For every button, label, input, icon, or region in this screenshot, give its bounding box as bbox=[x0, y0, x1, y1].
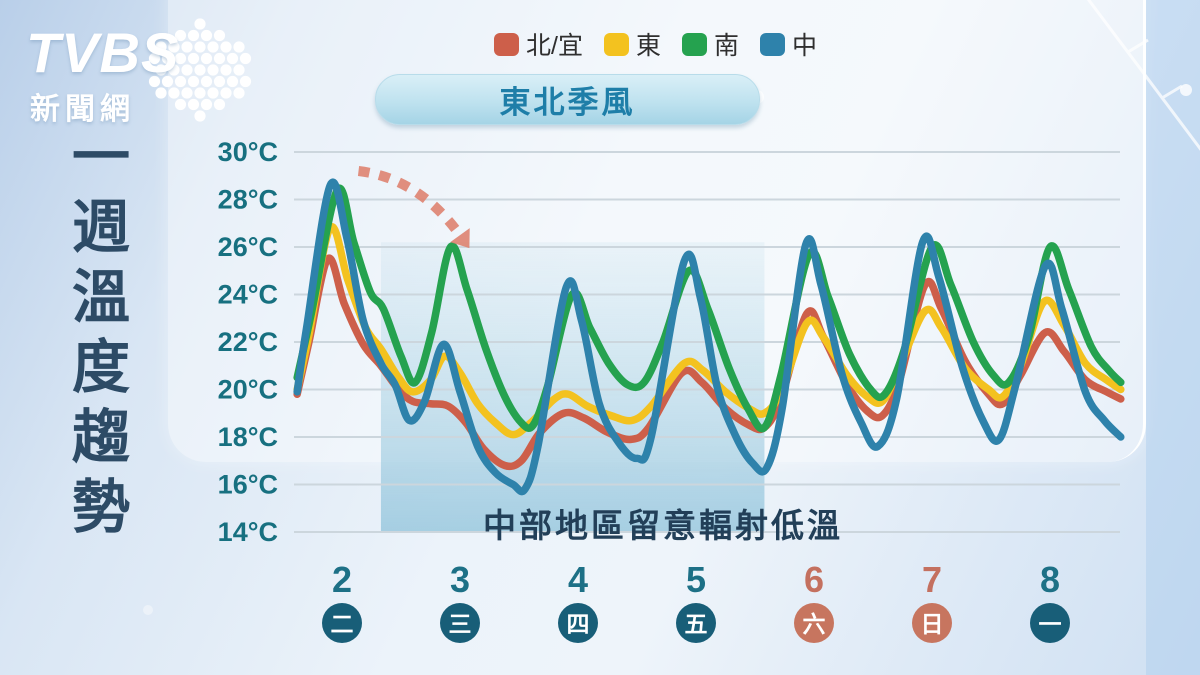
legend-label: 東 bbox=[635, 32, 661, 60]
y-tick-label: 26°C bbox=[218, 232, 278, 262]
tvbs-logo: TVBS 新聞網 bbox=[22, 12, 252, 127]
weekday-label: 四 bbox=[567, 611, 590, 637]
weekday-circle bbox=[676, 603, 716, 643]
legend-label: 北/宜 bbox=[526, 32, 583, 60]
legend-item-中: 中 bbox=[759, 26, 817, 62]
series-line-東 bbox=[293, 223, 1125, 439]
legend-item-東: 東 bbox=[603, 26, 661, 62]
weekday-label: 日 bbox=[921, 611, 944, 637]
weekday-circle bbox=[440, 603, 480, 643]
legend-item-南: 南 bbox=[681, 26, 739, 62]
day-number: 3 bbox=[450, 559, 470, 600]
arrowhead-icon bbox=[450, 228, 470, 249]
page-title: 一週溫度趨勢 bbox=[63, 126, 128, 546]
y-tick-label: 30°C bbox=[218, 137, 278, 167]
legend-label: 南 bbox=[713, 32, 739, 60]
day-number: 7 bbox=[922, 559, 942, 600]
weekday-circle bbox=[558, 603, 598, 643]
day-number: 5 bbox=[686, 559, 706, 600]
y-tick-label: 18°C bbox=[218, 422, 278, 452]
legend-swatch bbox=[681, 32, 707, 56]
day-number: 8 bbox=[1040, 559, 1060, 600]
day-number: 2 bbox=[332, 559, 352, 600]
weekday-circle bbox=[794, 603, 834, 643]
logo-dot-sphere-icon bbox=[148, 18, 252, 122]
y-tick-label: 16°C bbox=[218, 470, 278, 500]
y-tick-label: 22°C bbox=[218, 327, 278, 357]
legend-item-北/宜: 北/宜 bbox=[494, 26, 583, 62]
monsoon-badge-label: 東北季風 bbox=[499, 85, 636, 120]
legend-swatch bbox=[494, 32, 519, 56]
weekday-circle bbox=[322, 603, 362, 643]
series-line-中 bbox=[293, 178, 1125, 496]
y-tick-label: 20°C bbox=[218, 375, 278, 405]
weekday-circle bbox=[912, 603, 952, 643]
logo-subtext: 新聞網 bbox=[30, 93, 135, 126]
legend-swatch bbox=[759, 32, 785, 56]
y-tick-label: 28°C bbox=[218, 185, 278, 215]
chart-legend: 北/宜 東 南 中 bbox=[494, 26, 817, 62]
weekday-label: 三 bbox=[449, 611, 472, 637]
weekday-label: 五 bbox=[685, 611, 708, 637]
y-tick-label: 14°C bbox=[218, 517, 278, 547]
weekday-label: 六 bbox=[803, 611, 826, 637]
radiative-cooling-annotation: 中部地區留意輻射低溫 bbox=[483, 507, 843, 544]
weekday-label: 一 bbox=[1039, 611, 1062, 637]
monsoon-badge: 東北季風 bbox=[375, 74, 760, 125]
legend-label: 中 bbox=[791, 32, 817, 60]
downtrend-arrow-icon bbox=[357, 166, 465, 239]
series-line-南 bbox=[293, 184, 1125, 433]
legend-swatch bbox=[603, 32, 629, 56]
logo-text: TVBS bbox=[26, 21, 180, 84]
day-number: 6 bbox=[804, 559, 824, 600]
day-number: 4 bbox=[568, 559, 588, 600]
weekday-label: 二 bbox=[331, 611, 354, 637]
weekday-circle bbox=[1030, 603, 1070, 643]
y-tick-label: 24°C bbox=[218, 280, 278, 310]
